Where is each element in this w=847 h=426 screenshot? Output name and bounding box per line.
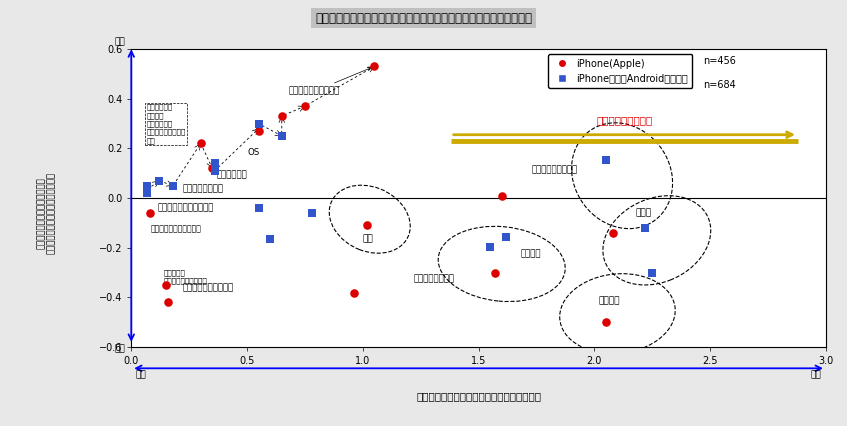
Point (162, 299, 175, 306)
Text: 端末価格: 端末価格 (520, 250, 540, 259)
Point (645, 269, 659, 276)
Point (206, 165, 219, 172)
Text: 増大: 増大 (114, 37, 125, 46)
Point (263, 236, 277, 242)
X-axis label: スマホ・タブレット登場後の重視度（点数）: スマホ・タブレット登場後の重視度（点数） (416, 391, 541, 401)
Point (208, 160, 221, 167)
Point (252, 120, 265, 127)
Point (141, 182, 154, 189)
Point (152, 177, 166, 184)
Text: ハードウェアの仕様: ハードウェアの仕様 (532, 165, 578, 174)
Text: OS: OS (247, 148, 259, 157)
Point (346, 289, 360, 296)
Point (143, 210, 157, 216)
Text: デザイン: デザイン (599, 297, 621, 306)
Point (298, 103, 312, 109)
Point (599, 156, 612, 163)
Point (495, 192, 508, 199)
Text: キャリア独自のサービス: キャリア独自のサービス (151, 225, 202, 233)
Text: 品質: 品質 (363, 235, 374, 244)
Point (488, 269, 501, 276)
Point (599, 319, 612, 326)
Point (166, 182, 180, 189)
Point (141, 190, 154, 196)
Point (606, 230, 620, 236)
Text: n=456: n=456 (704, 55, 736, 66)
Point (500, 233, 513, 240)
Text: 減少: 減少 (114, 345, 125, 354)
Text: 操作性: 操作性 (636, 208, 652, 218)
Point (361, 222, 374, 229)
Text: n=684: n=684 (704, 80, 736, 90)
Text: 端末選択時の重視度とスマホ・タブレットの登場前後の重視度の変化: 端末選択時の重視度とスマホ・タブレットの登場前後の重視度の変化 (315, 12, 532, 25)
Text: スマホ・タブレット登場前後の
端末選択時の重視度（点数）の変化: スマホ・タブレット登場前後の 端末選択時の重視度（点数）の変化 (37, 172, 56, 254)
Text: 外国メーカー
ブランド
パソコン等の
アプリケーションの
利用: 外国メーカー ブランド パソコン等の アプリケーションの 利用 (147, 104, 185, 144)
Point (368, 63, 381, 70)
Text: ・データの互換性: ・データの互換性 (182, 184, 224, 193)
Point (275, 112, 289, 119)
Legend: iPhone(Apple), iPhone以外（Android端末等）: iPhone(Apple), iPhone以外（Android端末等） (548, 54, 693, 89)
Text: プリインストールアプリ: プリインストールアプリ (158, 203, 214, 212)
Point (252, 204, 265, 211)
Text: キャリアブランド: キャリアブランド (413, 274, 455, 283)
Text: 低い: 低い (136, 371, 147, 380)
Point (484, 243, 497, 250)
Text: 高い: 高い (811, 371, 822, 380)
Text: ネットサービスの利用: ネットサービスの利用 (289, 67, 371, 96)
Point (208, 167, 221, 174)
Text: 国内メーカーブランド: 国内メーカーブランド (182, 283, 234, 292)
Point (194, 140, 208, 147)
Point (275, 132, 289, 139)
Text: ワンセグ・
おサイフケータイ機能: ワンセグ・ おサイフケータイ機能 (163, 269, 208, 284)
Point (305, 210, 318, 216)
Point (159, 282, 173, 288)
Text: 端末選択時の決め手: 端末選択時の決め手 (596, 115, 652, 125)
Point (639, 225, 652, 231)
Point (252, 128, 265, 135)
Text: 豊富なアプリ: 豊富なアプリ (217, 170, 247, 179)
